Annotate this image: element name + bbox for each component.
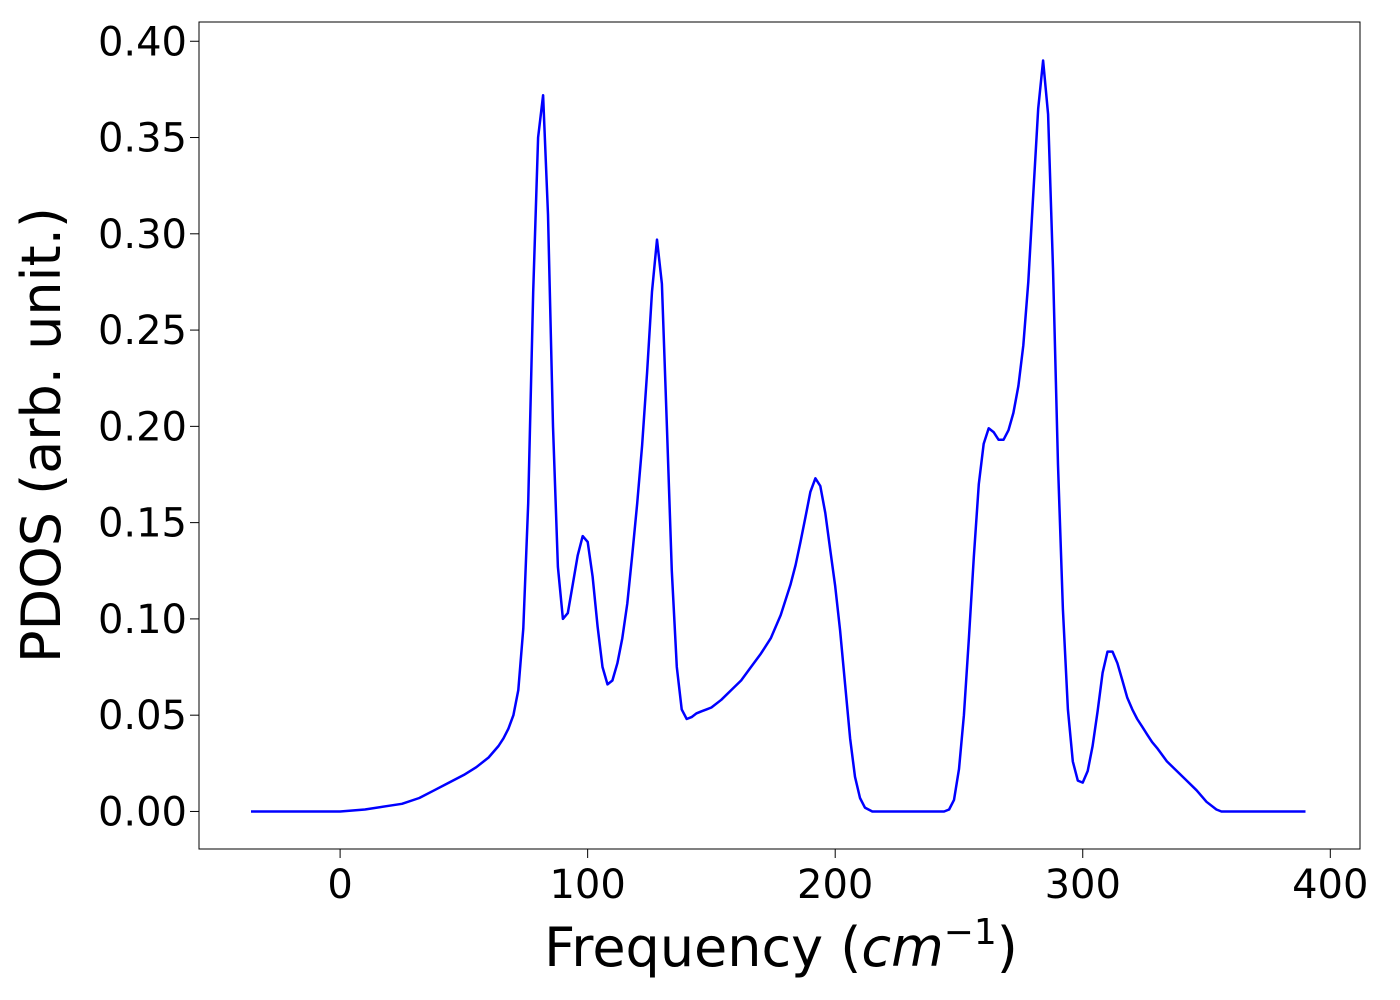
y-tick-label: 0.40 [98,19,187,65]
plot-frame [198,21,1361,850]
series-layer [251,59,1306,813]
y-tick-label: 0.05 [98,693,187,739]
y-axis-label: PDOS (arb. unit.) [10,207,73,663]
y-tick-label: 0.10 [98,597,187,643]
x-axis-ticks: 0 100 200 300 400 [327,849,1368,908]
y-tick-label: 0.20 [98,404,187,450]
y-tick-label: 0.30 [98,212,187,258]
y-tick-label: 0.35 [98,116,187,162]
x-tick-label: 100 [549,862,625,908]
y-tick-label: 0.25 [98,308,187,354]
series-line-0 [251,59,1306,813]
y-tick-label: 0.00 [98,789,187,835]
x-tick-label: 300 [1045,862,1121,908]
y-tick-label: 0.15 [98,501,187,547]
y-axis-ticks: 0.00 0.05 0.10 0.15 0.20 0.25 0.30 0.35 0.40 [98,19,199,835]
x-tick-label: 400 [1292,862,1368,908]
x-axis-label: Frequency (cm−1) [544,912,1018,979]
x-tick-label: 0 [327,862,352,908]
x-tick-label: 200 [797,862,873,908]
